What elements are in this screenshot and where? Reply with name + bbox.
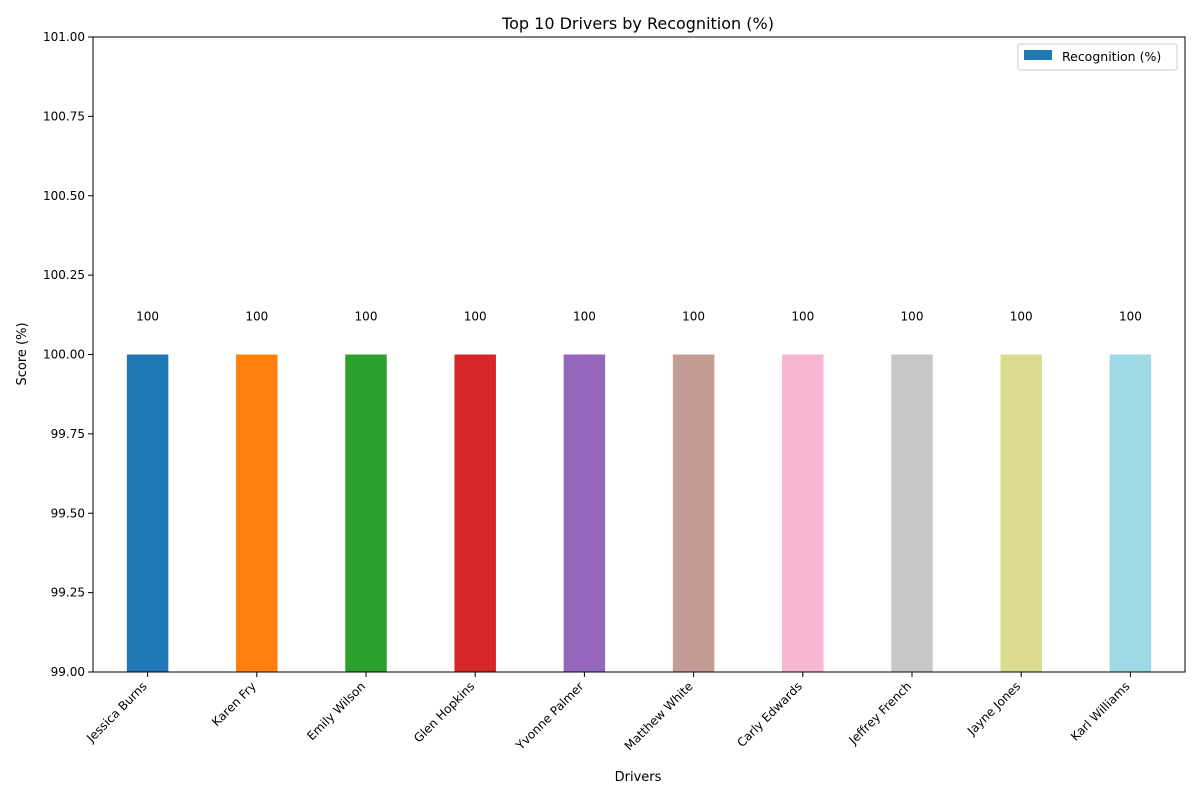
y-tick-label: 99.00 [51,665,85,679]
data-label: 100 [1119,310,1142,324]
chart-title: Top 10 Drivers by Recognition (%) [501,14,774,33]
data-label: 100 [1010,310,1033,324]
bar [672,354,715,672]
bar [126,354,169,672]
data-label: 100 [355,310,378,324]
bar [782,354,824,672]
y-tick-label: 99.50 [51,506,85,520]
x-tick-label: Yvonne Palmer [513,679,587,753]
y-tick-label: 100.50 [43,189,85,203]
y-tick-label: 100.25 [43,268,85,282]
y-tick-label: 101.00 [43,30,85,44]
bar [563,354,606,672]
x-tick-label: Jayne Jones [964,679,1023,738]
bar [454,354,496,672]
legend: Recognition (%) [1017,43,1178,71]
plot-area: 99.00 99.25 99.50 99.75 100.00 100.25 100.50 10… [43,30,1152,753]
data-label: 100 [682,310,705,324]
bar [1109,354,1152,672]
x-tick-label: Karl Williams [1068,679,1133,744]
x-tick-label: Matthew White [622,679,696,753]
legend-swatch [1024,50,1052,60]
bar [236,354,278,672]
x-axis-label: Drivers [615,770,662,785]
bar [345,354,387,672]
y-tick-label: 99.25 [51,586,85,600]
x-tick-label: Carly Edwards [734,679,805,750]
data-label: 100 [464,310,487,324]
data-label: 100 [901,310,924,324]
x-tick-label: Jeffrey French [845,679,914,748]
x-tick-label: Emily Wilson [304,679,368,743]
data-label: 100 [136,310,159,324]
y-tick-label: 100.00 [43,348,85,362]
y-axis-label: Score (%) [15,322,30,385]
data-label: 100 [245,310,268,324]
y-tick-label: 99.75 [51,427,85,441]
bar [891,354,933,672]
x-tick-label: Jessica Burns [83,679,149,745]
plot-frame [92,36,1186,673]
data-label: 100 [791,310,814,324]
data-label: 100 [573,310,596,324]
legend-label: Recognition (%) [1062,49,1161,64]
legend-box [1017,43,1178,71]
x-tick-label: Glen Hopkins [411,679,477,745]
bar [1000,354,1042,672]
x-tick-label: Karen Fry [209,679,259,729]
y-tick-label: 100.75 [43,109,85,123]
